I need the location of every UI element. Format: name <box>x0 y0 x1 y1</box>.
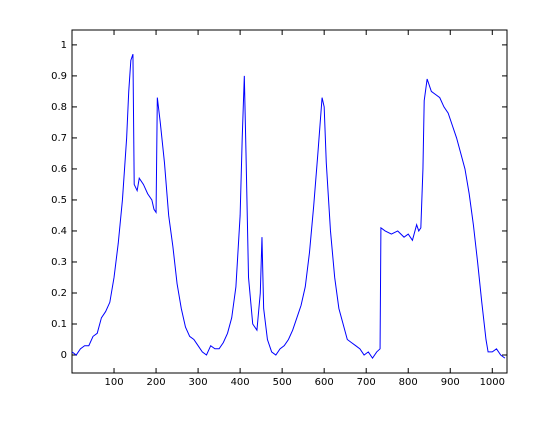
y-tick-label: 0.8 <box>51 102 67 113</box>
y-tick-label: 1 <box>61 40 67 51</box>
data-line <box>71 54 506 360</box>
y-tick-label: 0.9 <box>51 71 67 82</box>
axes-box <box>71 29 508 374</box>
x-tick-label: 700 <box>357 377 376 388</box>
y-tick-label: 0 <box>61 350 67 361</box>
x-tick-label: 500 <box>273 377 292 388</box>
y-tick-label: 0.4 <box>51 226 67 237</box>
y-tick-label: 0.1 <box>51 319 67 330</box>
x-tick-label: 400 <box>231 377 250 388</box>
y-tick-label: 0.3 <box>51 257 67 268</box>
x-tick-label: 1000 <box>480 377 505 388</box>
x-tick-label: 800 <box>399 377 418 388</box>
y-tick-label: 0.2 <box>51 288 67 299</box>
y-tick-label: 0.5 <box>51 195 67 206</box>
y-tick-label: 0.7 <box>51 133 67 144</box>
y-tick-label: 0.6 <box>51 164 67 175</box>
x-tick-label: 900 <box>441 377 460 388</box>
x-tick-label: 300 <box>189 377 208 388</box>
x-tick-label: 600 <box>315 377 334 388</box>
x-tick-label: 200 <box>147 377 166 388</box>
x-tick-label: 100 <box>104 377 123 388</box>
